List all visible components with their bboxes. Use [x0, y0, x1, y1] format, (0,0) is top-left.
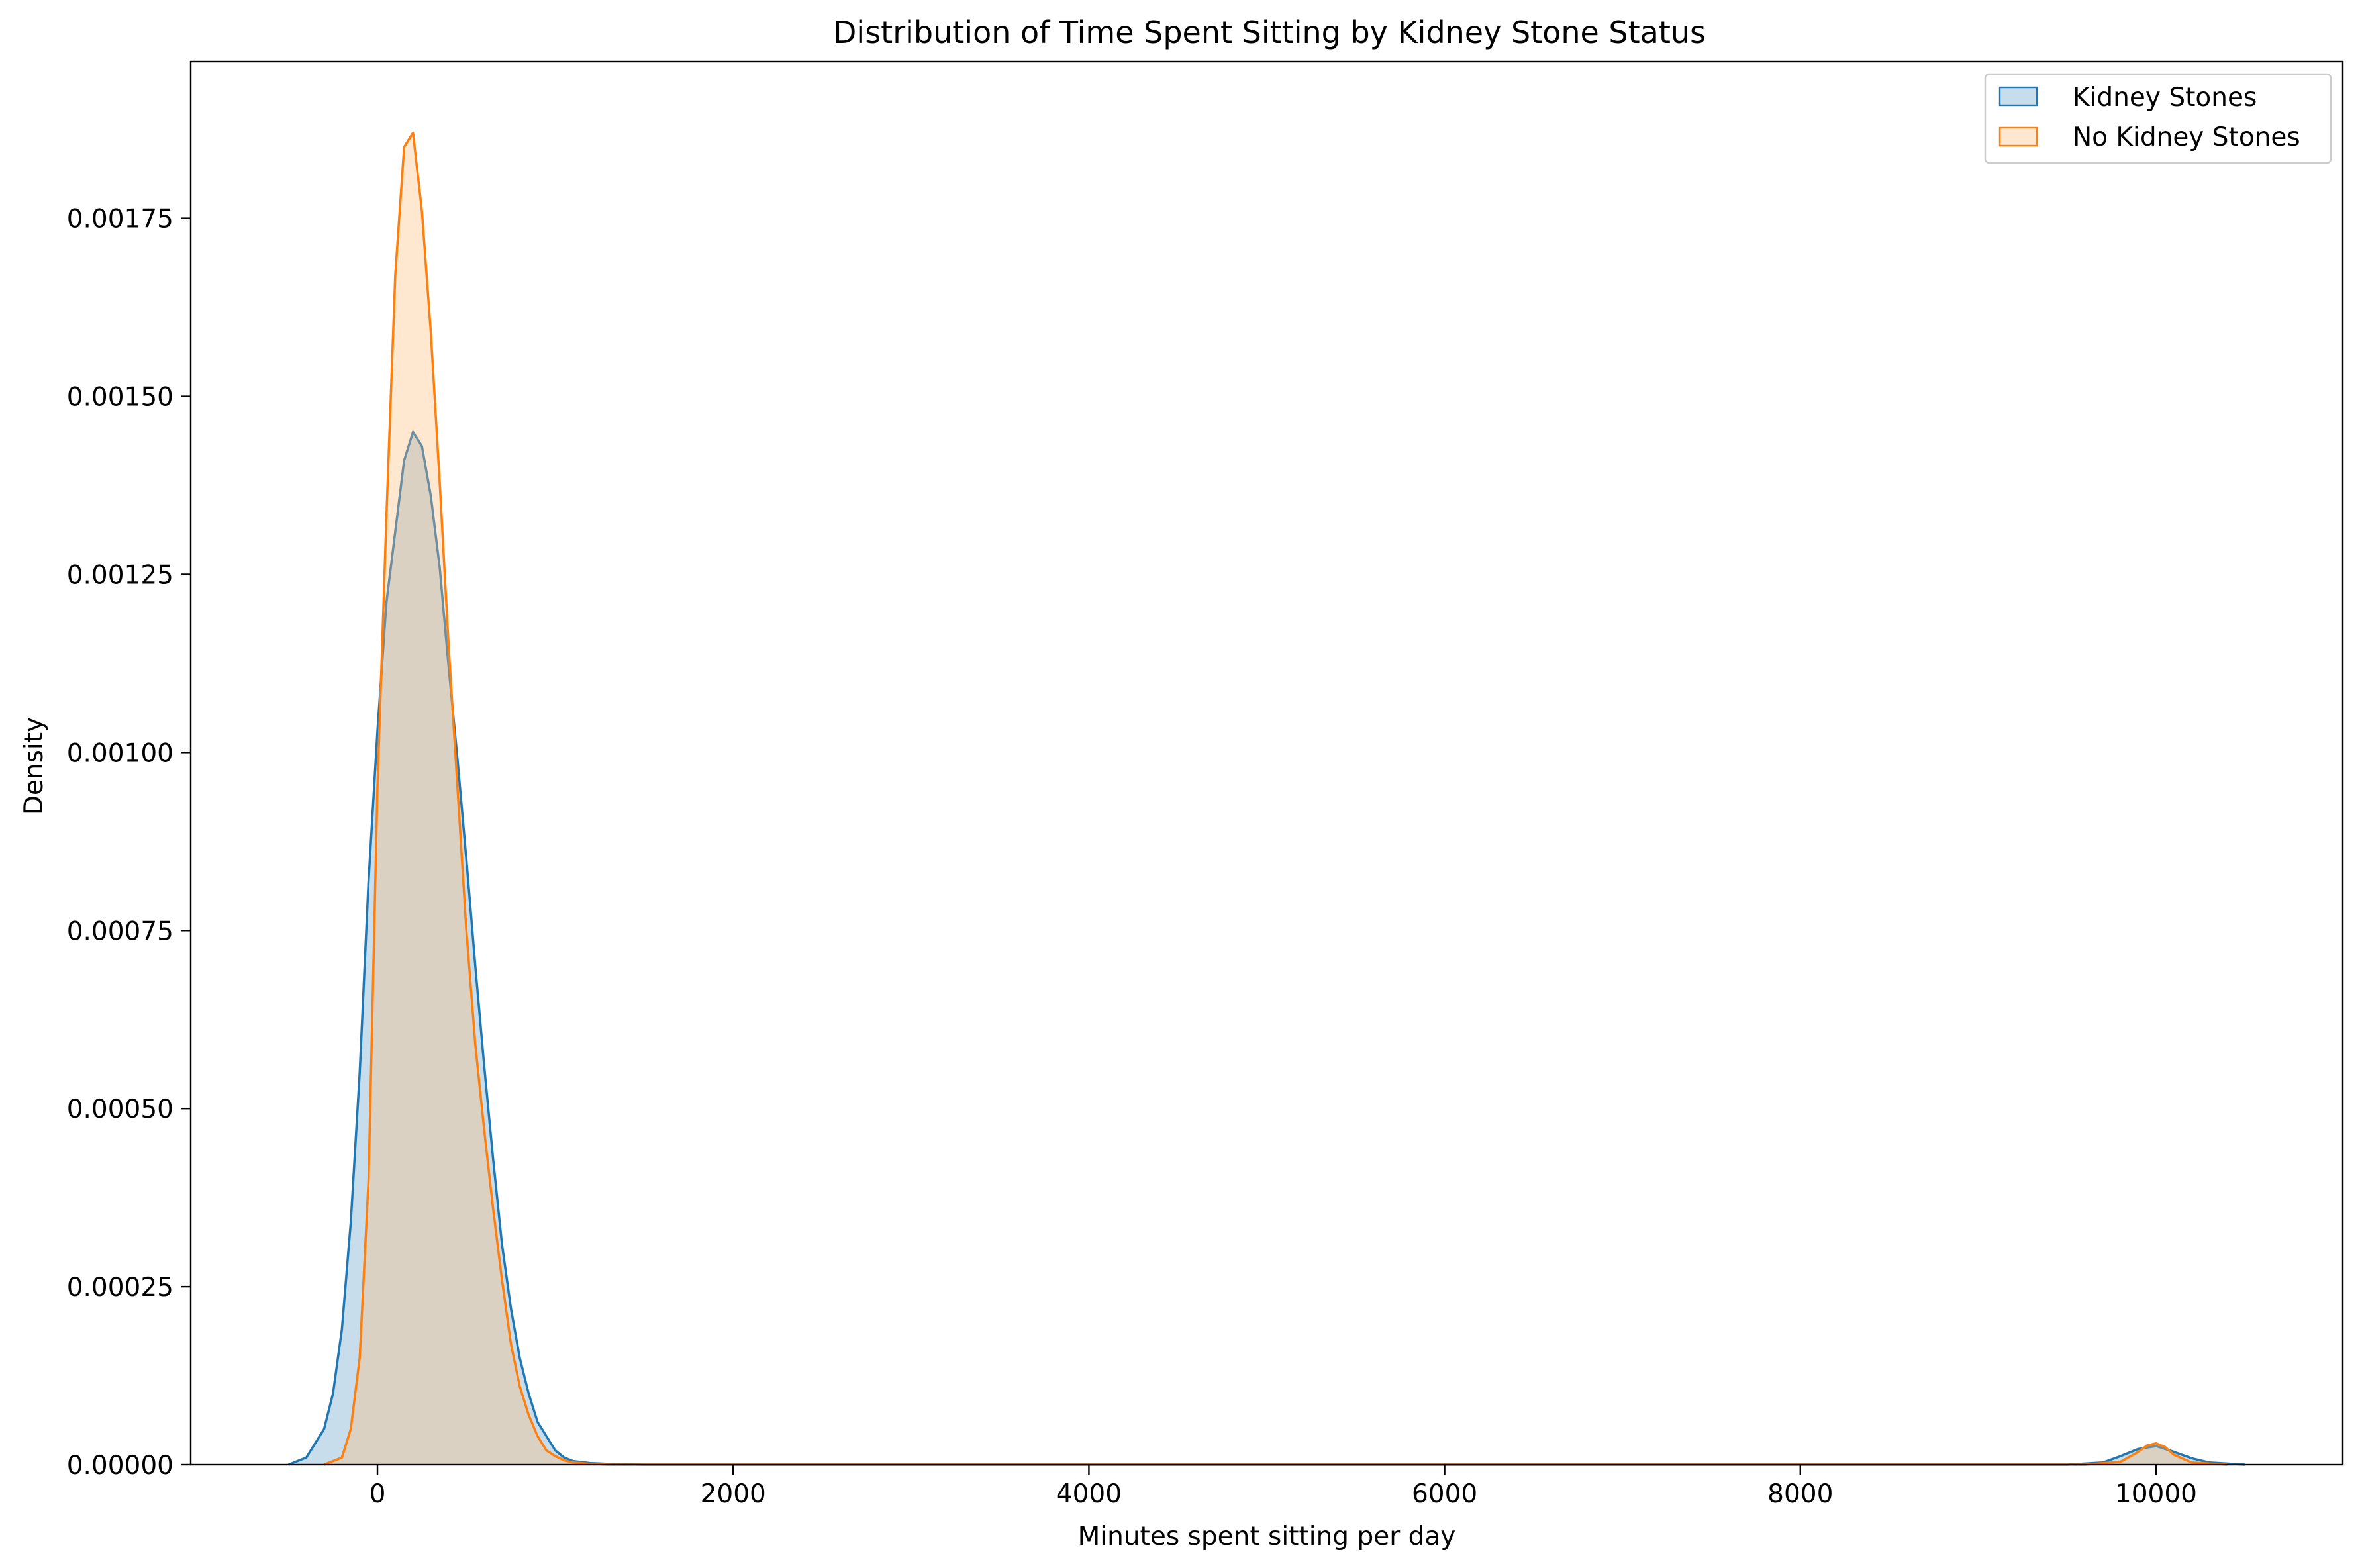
x-tick-label: 6000 [1412, 1479, 1477, 1509]
y-tick-label: 0.00000 [67, 1451, 173, 1481]
legend-box [1984, 73, 2332, 164]
x-axis-label: Minutes spent sitting per day [1078, 1522, 1456, 1551]
y-axis-ticks: 0.00000 0.00025 0.00050 0.00075 0.00100 0.001… [67, 205, 191, 1481]
chart-title: Distribution of Time Spent Sitting by Ki… [833, 15, 1706, 50]
legend-item-kidney-stones: Kidney Stones [1998, 83, 2257, 113]
x-tick-label: 4000 [1056, 1479, 1122, 1509]
y-tick-label: 0.00150 [67, 383, 173, 413]
x-tick-label: 2000 [701, 1479, 766, 1509]
x-tick-label: 0 [369, 1479, 386, 1509]
y-tick-label: 0.00075 [67, 916, 173, 946]
series-layer [288, 131, 2245, 1466]
x-axis-ticks: 0 2000 4000 6000 8000 10000 [369, 1465, 2197, 1509]
legend-label-kidney-stones: Kidney Stones [2073, 83, 2257, 113]
x-tick-label: 8000 [1767, 1479, 1833, 1509]
y-axis-label: Density [19, 717, 49, 815]
y-tick-label: 0.00025 [67, 1273, 173, 1302]
legend-swatch-no-kidney-stones [1998, 126, 2038, 147]
series-line-no-kidney-stones [323, 131, 2228, 1466]
y-tick-label: 0.00175 [67, 205, 173, 234]
legend-item-no-kidney-stones: No Kidney Stones [1998, 122, 2300, 152]
y-tick-label: 0.00100 [67, 738, 173, 768]
y-tick-label: 0.00125 [67, 560, 173, 590]
legend: Kidney Stones No Kidney Stones [1984, 73, 2332, 164]
series-fill-kidney-stones [288, 432, 2245, 1465]
legend-label-no-kidney-stones: No Kidney Stones [2073, 122, 2300, 152]
legend-swatch-kidney-stones [1998, 86, 2038, 107]
y-tick-label: 0.00050 [67, 1095, 173, 1124]
x-tick-label: 10000 [2115, 1479, 2197, 1509]
plot-frame [189, 60, 2344, 1466]
